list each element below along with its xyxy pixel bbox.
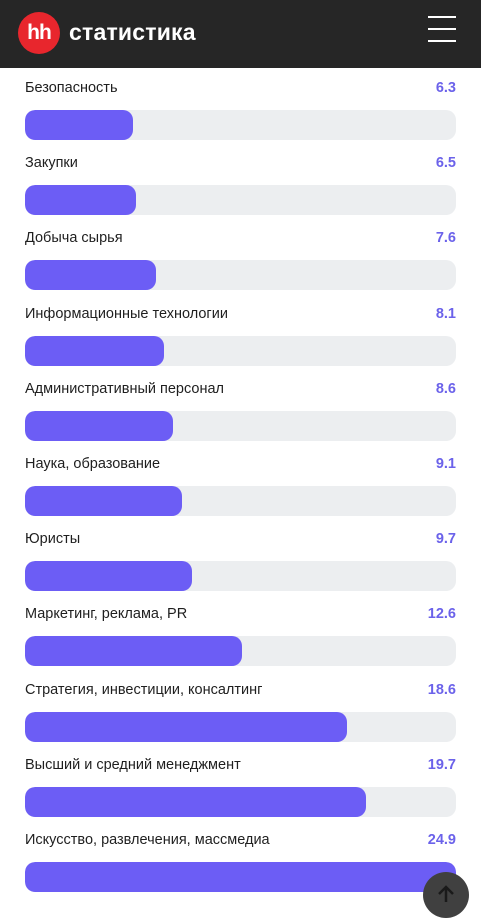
- item-label: Искусство, развлечения, массмедиа: [25, 832, 270, 848]
- bar-track: [25, 410, 456, 441]
- bar-fill: [25, 862, 456, 892]
- bar-track: [25, 110, 456, 140]
- bar-fill: [25, 786, 366, 817]
- bar-fill: [25, 636, 242, 667]
- bar-track: [25, 185, 456, 216]
- hh-logo[interactable]: hh: [18, 12, 60, 54]
- item-value: 24.9: [427, 832, 456, 848]
- hamburger-menu-icon[interactable]: [426, 14, 460, 46]
- list-item: Добыча сырья 7.6: [25, 224, 456, 300]
- bar-fill: [25, 110, 133, 140]
- bar-track: [25, 486, 456, 516]
- bar-fill: [25, 185, 136, 216]
- item-label: Информационные технологии: [25, 305, 228, 322]
- bar-fill: [25, 335, 164, 366]
- item-label: Высший и средний менеджмент: [25, 756, 241, 773]
- item-value: 12.6: [427, 606, 456, 623]
- scroll-to-top-button[interactable]: [423, 872, 469, 918]
- item-value: 8.6: [435, 380, 456, 397]
- item-value: 18.6: [427, 681, 456, 698]
- bar-fill: [25, 260, 156, 291]
- list-item: Искусство, развлечения, массмедиа 24.9: [25, 826, 456, 902]
- item-value: 8.1: [435, 305, 456, 322]
- bar-fill: [25, 410, 173, 441]
- item-value: 6.5: [435, 155, 456, 172]
- arrow-up-icon: [438, 885, 454, 902]
- list-item: Информационные технологии 8.1: [25, 300, 456, 376]
- list-item: Безопасность 6.3: [25, 74, 456, 150]
- bar-fill: [25, 561, 192, 592]
- item-value: 6.3: [435, 80, 456, 96]
- brand-title: статистика: [69, 19, 196, 45]
- bar-track: [25, 862, 456, 892]
- bar-track: [25, 561, 456, 592]
- bar-track: [25, 636, 456, 667]
- item-value: 9.1: [435, 456, 456, 472]
- list-item: Маркетинг, реклама, PR 12.6: [25, 600, 456, 676]
- item-value: 19.7: [427, 756, 456, 773]
- item-label: Добыча сырья: [25, 230, 123, 247]
- item-label: Административный персонал: [25, 380, 224, 397]
- bar-track: [25, 786, 456, 817]
- list-item: Стратегия, инвестиции, консалтинг 18.6: [25, 676, 456, 752]
- item-label: Маркетинг, реклама, PR: [25, 606, 188, 623]
- list-item: Юристы 9.7: [25, 525, 456, 601]
- list-item: Административный персонал 8.6: [25, 375, 456, 451]
- item-label: Безопасность: [25, 80, 118, 96]
- bar-track: [25, 711, 456, 742]
- list-item: Наука, образование 9.1: [25, 450, 456, 526]
- list-item: Закупки 6.5: [25, 149, 456, 225]
- item-label: Юристы: [25, 531, 81, 548]
- item-label: Стратегия, инвестиции, консалтинг: [25, 681, 263, 698]
- item-value: 7.6: [435, 230, 456, 247]
- item-value: 9.7: [435, 531, 456, 548]
- app-header: hh статистика: [0, 0, 481, 68]
- bar-track: [25, 335, 456, 366]
- bar-fill: [25, 486, 182, 516]
- bar-fill: [25, 711, 347, 742]
- list-item: Высший и средний менеджмент 19.7: [25, 751, 456, 827]
- item-label: Наука, образование: [25, 456, 161, 472]
- item-label: Закупки: [25, 155, 78, 172]
- bar-track: [25, 260, 456, 291]
